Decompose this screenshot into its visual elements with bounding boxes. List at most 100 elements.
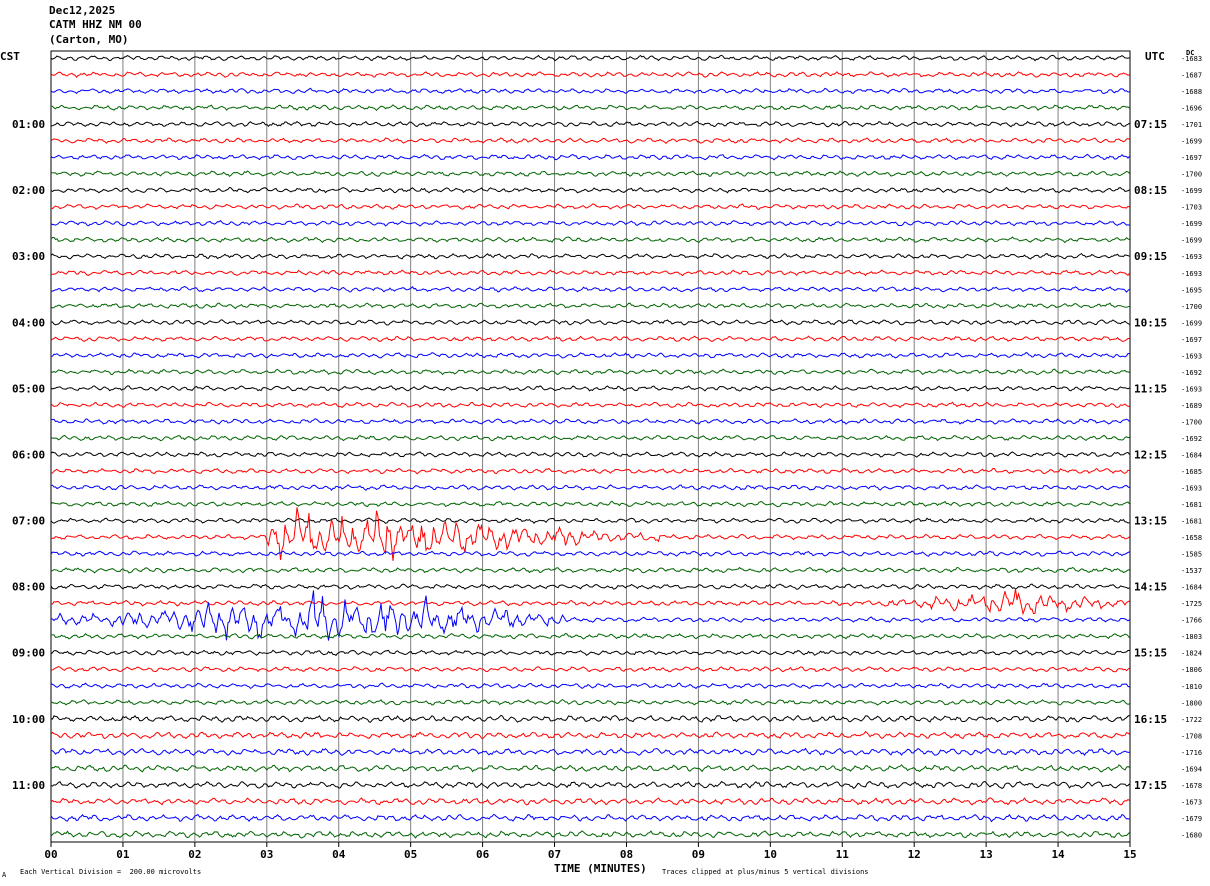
trace-line <box>50 714 1130 723</box>
trace-line <box>50 590 1130 641</box>
right-hour-label: 12:15 <box>1134 448 1167 461</box>
dc-offset-label: -1696 <box>1181 105 1202 113</box>
trace-line <box>50 588 1130 616</box>
left-timezone-label: CST <box>0 50 20 63</box>
left-hour-label: 02:00 <box>12 184 45 197</box>
trace-line <box>50 813 1130 823</box>
left-hour-label: 06:00 <box>12 448 45 461</box>
dc-offset-label: -1824 <box>1181 650 1202 658</box>
trace-line <box>50 500 1130 508</box>
trace-line <box>50 632 1130 640</box>
dc-offset-label: -1699 <box>1181 138 1202 146</box>
dc-offset-label: -1699 <box>1181 220 1202 228</box>
dc-offset-label: -1694 <box>1181 765 1202 773</box>
trace-line <box>50 682 1130 690</box>
x-tick-label: 14 <box>1051 848 1065 861</box>
dc-offset-label: -1700 <box>1181 418 1202 426</box>
dc-offset-label: -1810 <box>1181 683 1202 691</box>
dc-offset-label: -1692 <box>1181 435 1202 443</box>
dc-offset-label: -1766 <box>1181 617 1202 625</box>
dc-offset-label: -1693 <box>1181 270 1202 278</box>
right-hour-label: 15:15 <box>1134 647 1167 660</box>
trace-line <box>50 302 1130 310</box>
trace-line <box>50 434 1130 442</box>
dc-offset-label: -1701 <box>1181 121 1202 129</box>
trace-line <box>50 780 1130 789</box>
header-date: Dec12,2025 <box>49 4 116 17</box>
trace-line <box>50 54 1130 62</box>
trace-line <box>51 484 1130 491</box>
dc-offset-label: -1699 <box>1181 187 1202 195</box>
trace-line <box>50 467 1130 475</box>
trace-line <box>50 252 1130 260</box>
dc-offset-label: -1679 <box>1181 815 1202 823</box>
dc-offset-label: -1693 <box>1181 253 1202 261</box>
plot-frame <box>50 50 1131 843</box>
x-tick-label: 11 <box>836 848 850 861</box>
header-location: (Carton, MO) <box>49 33 129 46</box>
x-tick-label: 00 <box>44 848 57 861</box>
x-tick-label: 03 <box>260 848 273 861</box>
dc-offset-label: -1681 <box>1181 518 1202 526</box>
left-hour-label: 10:00 <box>12 713 45 726</box>
trace-line <box>50 698 1130 706</box>
right-hour-label: 08:15 <box>1134 184 1167 197</box>
trace-line <box>50 335 1130 343</box>
x-tick-label: 02 <box>188 848 201 861</box>
dc-offset-label: -1699 <box>1181 319 1202 327</box>
dc-offset-label: -1699 <box>1181 237 1202 245</box>
trace-line <box>50 507 1130 561</box>
left-hour-label: 09:00 <box>12 647 45 660</box>
trace-line <box>51 666 1130 673</box>
x-tick-label: 12 <box>908 848 921 861</box>
left-hour-label: 05:00 <box>12 382 45 395</box>
dc-offset-label: -1806 <box>1181 666 1202 674</box>
trace-line <box>50 137 1130 144</box>
trace-line <box>50 203 1130 210</box>
trace-line <box>50 352 1130 359</box>
dc-offset-label: -1697 <box>1181 154 1202 162</box>
dc-column-header: DC <box>1186 49 1195 57</box>
corner-mark: A <box>2 871 7 879</box>
right-hour-label: 09:15 <box>1134 250 1167 263</box>
trace-line <box>50 747 1130 757</box>
x-tick-label: 07 <box>548 848 561 861</box>
dc-offset-label: -1692 <box>1181 369 1202 377</box>
dc-offset-label: -1585 <box>1181 551 1202 559</box>
dc-offset-label: -1703 <box>1181 204 1202 212</box>
dc-offset-label: -1693 <box>1181 485 1202 493</box>
trace-line <box>50 418 1130 425</box>
left-hour-label: 04:00 <box>12 316 45 329</box>
right-hour-label: 17:15 <box>1134 779 1167 792</box>
right-hour-label: 13:15 <box>1134 515 1167 528</box>
dc-offset-label: -1537 <box>1181 567 1202 575</box>
x-tick-label: 08 <box>620 848 633 861</box>
scale-note: Each Vertical Division = 200.00 microvol… <box>20 868 202 876</box>
trace-line <box>50 583 1130 590</box>
x-tick-label: 04 <box>332 848 346 861</box>
dc-offset-label: -1684 <box>1181 451 1202 459</box>
dc-offset-label: -1697 <box>1181 336 1202 344</box>
trace-line <box>50 731 1130 740</box>
dc-offset-label: -1681 <box>1181 501 1202 509</box>
x-tick-label: 13 <box>980 848 993 861</box>
right-hour-label: 14:15 <box>1134 581 1167 594</box>
trace-line <box>51 319 1130 326</box>
trace-line <box>50 764 1130 773</box>
x-tick-label: 15 <box>1123 848 1136 861</box>
dc-offset-label: -1658 <box>1181 534 1202 542</box>
left-hour-label: 11:00 <box>12 779 45 792</box>
right-hour-label: 16:15 <box>1134 713 1167 726</box>
trace-line <box>50 401 1130 409</box>
dc-offset-label: -1687 <box>1181 72 1202 80</box>
trace-line <box>50 830 1130 839</box>
x-tick-label: 06 <box>476 848 490 861</box>
x-tick-label: 09 <box>692 848 705 861</box>
right-hour-label: 10:15 <box>1134 316 1167 329</box>
dc-offset-label: -1693 <box>1181 352 1202 360</box>
dc-offset-label: -1700 <box>1181 303 1202 311</box>
trace-line <box>50 269 1130 277</box>
trace-line <box>50 236 1130 244</box>
dc-offset-label: -1684 <box>1181 584 1202 592</box>
right-hour-label: 07:15 <box>1134 118 1167 131</box>
